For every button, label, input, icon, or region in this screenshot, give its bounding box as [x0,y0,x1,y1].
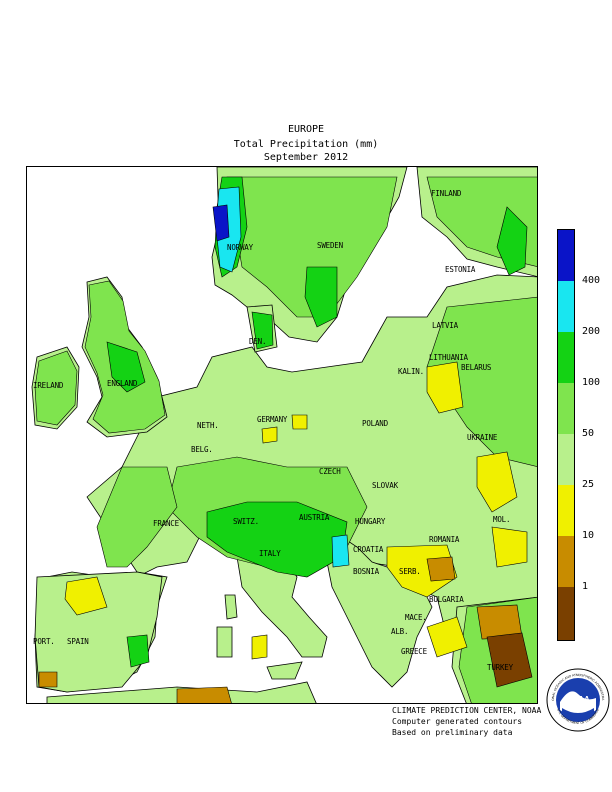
country-label-den: DEN. [249,337,267,346]
map-subtitle: Total Precipitation (mm) [233,139,379,150]
country-label-ukraine: UKRAINE [467,433,498,442]
legend-swatch-25-50 [558,434,574,485]
precipitation-map: FINLAND NORWAY SWEDEN ESTONIA LATVIA LIT… [26,166,538,704]
country-label-bosnia: BOSNIA [353,567,379,576]
country-label-turkey: TURKEY [487,663,513,672]
precip-zone-over-400-norway [212,204,230,242]
precip-zone-10-25-poland [291,414,308,430]
legend-label-25: 25 [582,479,595,490]
sicily-landmass [266,661,303,680]
country-label-italy: ITALY [259,549,281,558]
country-label-czech: CZECH [319,467,341,476]
precip-zone-under-1-turkey [486,632,533,688]
country-label-mol: MOL. [493,515,511,524]
noaa-logo: NOAA NATIONAL OCEANIC AND ATMOSPHERIC AD… [546,662,610,732]
country-label-mace: MACE. [405,613,427,622]
country-label-lithuania: LITHUANIA [429,353,468,362]
map-period: September 2012 [263,152,349,163]
country-label-port: PORT. [33,637,55,646]
country-label-serb: SERB. [399,567,421,576]
legend-label-50: 50 [582,428,595,439]
country-label-finland: FINLAND [431,189,462,198]
precip-zone-100-200-spain-east [126,634,150,668]
legend-swatch-50-100 [558,383,574,434]
precip-zone-100-200-sweden-south [304,266,338,328]
country-label-germany: GERMANY [257,415,288,424]
precip-zone-10-25-romania-east [491,526,528,568]
precip-zone-50-100-ireland [34,350,78,426]
country-label-alb: ALB. [391,627,409,636]
color-legend [557,229,575,641]
country-label-neth: NETH. [197,421,219,430]
country-label-spain: SPAIN [67,637,89,646]
precip-zone-10-25-germany [261,426,278,444]
precip-zone-10-25-ukraine [476,451,518,513]
country-label-ireland: IRELAND [33,381,64,390]
legend-swatch-over-400 [558,230,574,281]
country-label-norway: NORWAY [227,243,253,252]
country-label-sweden: SWEDEN [317,241,343,250]
country-label-hungary: HUNGARY [355,517,386,526]
legend-swatch-100-200 [558,332,574,383]
country-label-england: ENGLAND [107,379,138,388]
country-label-bulgaria: BULGARIA [429,595,464,604]
country-label-switz: SWITZ. [233,517,259,526]
map-title: EUROPE [287,124,325,135]
country-label-kalin: KALIN. [398,367,424,376]
credit-line-source: CLIMATE PREDICTION CENTER, NOAA [392,706,542,715]
balkan-landmass [326,526,433,688]
map-canvas [31,167,537,703]
country-label-croatia: CROATIA [353,545,384,554]
precip-zone-100-200-alps [206,501,348,578]
country-label-austria: AUSTRIA [299,513,330,522]
credit-line-method: Computer generated contours [392,717,523,726]
credit-line-data-note: Based on preliminary data [392,728,513,737]
precip-zone-50-100-west-france [96,466,178,568]
country-label-romania: ROMANIA [429,535,460,544]
country-label-belg: BELG. [191,445,213,454]
legend-label-400: 400 [582,275,601,286]
precip-zone-1-10-africa [176,686,232,703]
precip-zone-100-200-denmark [251,311,274,350]
country-label-belarus: BELARUS [461,363,492,372]
legend-label-1: 1 [582,581,589,592]
precip-zone-10-25-spain-central [64,576,108,616]
precip-zone-200-400-croatia [331,534,350,568]
corsica-landmass [224,594,238,620]
precip-zone-10-25-greece [426,616,468,658]
country-label-estonia: ESTONIA [445,265,476,274]
country-label-poland: POLAND [362,419,388,428]
legend-swatch-under-1 [558,587,574,640]
country-label-latvia: LATVIA [432,321,458,330]
country-label-france: FRANCE [153,519,179,528]
sardinia-landmass [216,626,233,658]
legend-swatch-10-25 [558,485,574,536]
country-label-greece: GREECE [401,647,427,656]
precip-zone-1-10-portugal [38,671,58,688]
legend-label-100: 100 [582,377,601,388]
precip-zone-10-25-belarus [426,361,464,414]
precip-zone-100-200-finland-east [496,206,528,276]
legend-swatch-1-10 [558,536,574,587]
noaa-logo-text: NOAA [566,695,590,704]
legend-label-10: 10 [582,530,595,541]
legend-label-200: 200 [582,326,601,337]
precip-zone-10-25-italy-south [251,634,268,660]
legend-swatch-200-400 [558,281,574,332]
precip-zone-1-10-romania [426,556,456,582]
precip-zone-100-200-scotland [106,341,146,393]
country-label-slovak: SLOVAK [372,481,398,490]
